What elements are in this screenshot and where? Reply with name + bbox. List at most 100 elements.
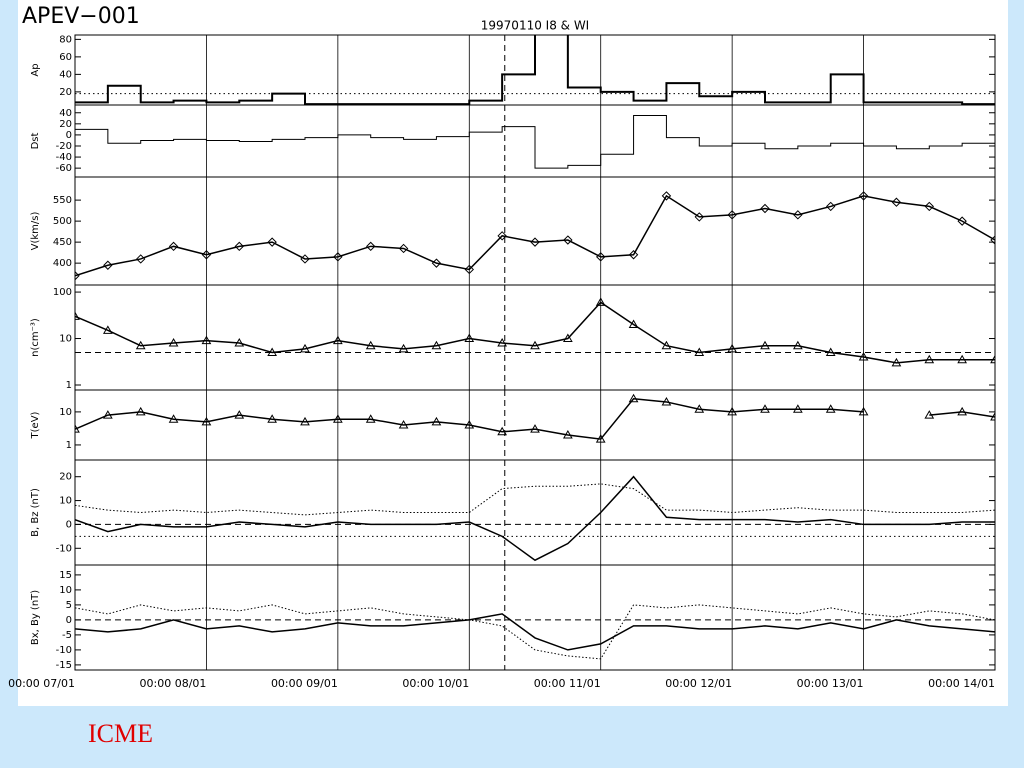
data-marker — [661, 396, 672, 406]
data-marker — [924, 201, 934, 212]
data-marker — [398, 420, 409, 429]
data-marker — [562, 333, 573, 343]
panel — [75, 460, 995, 565]
x-tick-label: 00:00 12/01 — [665, 677, 732, 690]
y-tick-label: 5 — [66, 600, 72, 611]
data-marker — [924, 410, 935, 419]
data-marker — [300, 254, 310, 264]
y-tick-label: 500 — [53, 216, 72, 227]
data-marker — [398, 343, 409, 353]
data-marker — [628, 250, 639, 260]
y-tick-label: -40 — [56, 152, 72, 163]
data-marker — [365, 414, 376, 423]
data-marker — [990, 235, 995, 245]
data-marker — [694, 347, 705, 357]
data-marker — [990, 412, 995, 421]
data-marker — [267, 414, 278, 423]
y-tick-label: 0 — [66, 615, 72, 626]
data-marker — [497, 338, 508, 347]
x-tick-label: 00:00 08/01 — [140, 677, 207, 690]
data-marker — [924, 354, 935, 364]
data-marker — [497, 426, 508, 436]
y-axis-label: T(eV) — [30, 411, 41, 439]
data-line — [75, 301, 995, 364]
y-axis-label: n(cm⁻³) — [30, 318, 41, 357]
data-marker — [628, 319, 639, 329]
x-tick-label: 00:00 10/01 — [402, 677, 469, 690]
y-tick-label: 0 — [66, 130, 72, 141]
data-marker — [234, 410, 245, 419]
data-marker — [398, 243, 409, 254]
data-marker — [694, 404, 705, 413]
data-marker — [267, 347, 278, 357]
data-marker — [300, 416, 310, 426]
data-marker — [168, 414, 179, 423]
data-marker — [234, 338, 245, 347]
data-marker — [825, 404, 836, 413]
y-tick-label: -10 — [56, 543, 72, 554]
data-marker — [234, 241, 244, 252]
y-tick-label: 20 — [59, 472, 72, 483]
data-marker — [75, 311, 80, 320]
data-marker — [694, 212, 704, 222]
y-tick-label: 10 — [59, 496, 72, 507]
y-tick-label: 10 — [59, 334, 72, 345]
data-marker — [530, 340, 540, 350]
data-marker — [891, 197, 902, 207]
data-marker — [563, 235, 573, 245]
data-marker — [661, 340, 672, 350]
data-marker — [431, 416, 442, 426]
data-marker — [957, 406, 968, 416]
data-line — [75, 475, 995, 562]
y-tick-label: 100 — [53, 287, 72, 298]
data-marker — [75, 424, 80, 433]
data-marker — [366, 241, 376, 252]
y-tick-label: -60 — [56, 163, 72, 174]
data-marker — [102, 325, 113, 334]
data-marker — [365, 340, 376, 350]
y-tick-label: 20 — [59, 119, 72, 130]
data-marker — [793, 210, 803, 220]
y-tick-label: -15 — [56, 660, 72, 671]
x-tick-label: 00:00 13/01 — [797, 677, 864, 690]
data-line — [75, 604, 995, 660]
data-marker — [75, 271, 80, 281]
y-tick-label: -5 — [62, 630, 72, 641]
data-line — [75, 115, 995, 169]
panel-frame — [74, 564, 996, 671]
plot-image — [18, 0, 1008, 706]
data-marker — [792, 404, 803, 413]
y-tick-label: 450 — [53, 237, 72, 248]
data-marker — [300, 343, 310, 353]
y-tick-label: 60 — [59, 52, 72, 63]
panel — [75, 177, 995, 285]
panel — [75, 105, 995, 177]
data-marker — [103, 260, 113, 270]
x-tick-label: 00:00 14/01 — [928, 677, 995, 690]
data-marker — [826, 201, 836, 212]
data-marker — [990, 354, 995, 364]
y-tick-label: 1 — [66, 440, 72, 451]
y-tick-label: 40 — [59, 69, 72, 80]
data-marker — [168, 241, 179, 252]
x-tick-label: 00:00 09/01 — [271, 677, 338, 690]
data-marker — [136, 254, 146, 264]
data-marker — [530, 424, 540, 433]
y-tick-label: 550 — [53, 195, 72, 206]
data-marker — [760, 340, 770, 350]
y-tick-label: 20 — [59, 87, 72, 98]
data-marker — [530, 237, 540, 247]
data-line — [75, 613, 995, 651]
x-tick-label: 00:00 11/01 — [534, 677, 601, 690]
caption: ICME — [88, 719, 153, 748]
data-marker — [957, 354, 968, 364]
data-marker — [562, 429, 573, 439]
data-marker — [661, 191, 672, 201]
data-marker — [431, 340, 442, 350]
y-tick-label: -20 — [56, 141, 72, 152]
data-marker — [168, 338, 179, 347]
data-marker — [760, 203, 770, 214]
y-axis-label: Dst — [30, 133, 41, 150]
y-tick-label: 15 — [59, 570, 72, 581]
